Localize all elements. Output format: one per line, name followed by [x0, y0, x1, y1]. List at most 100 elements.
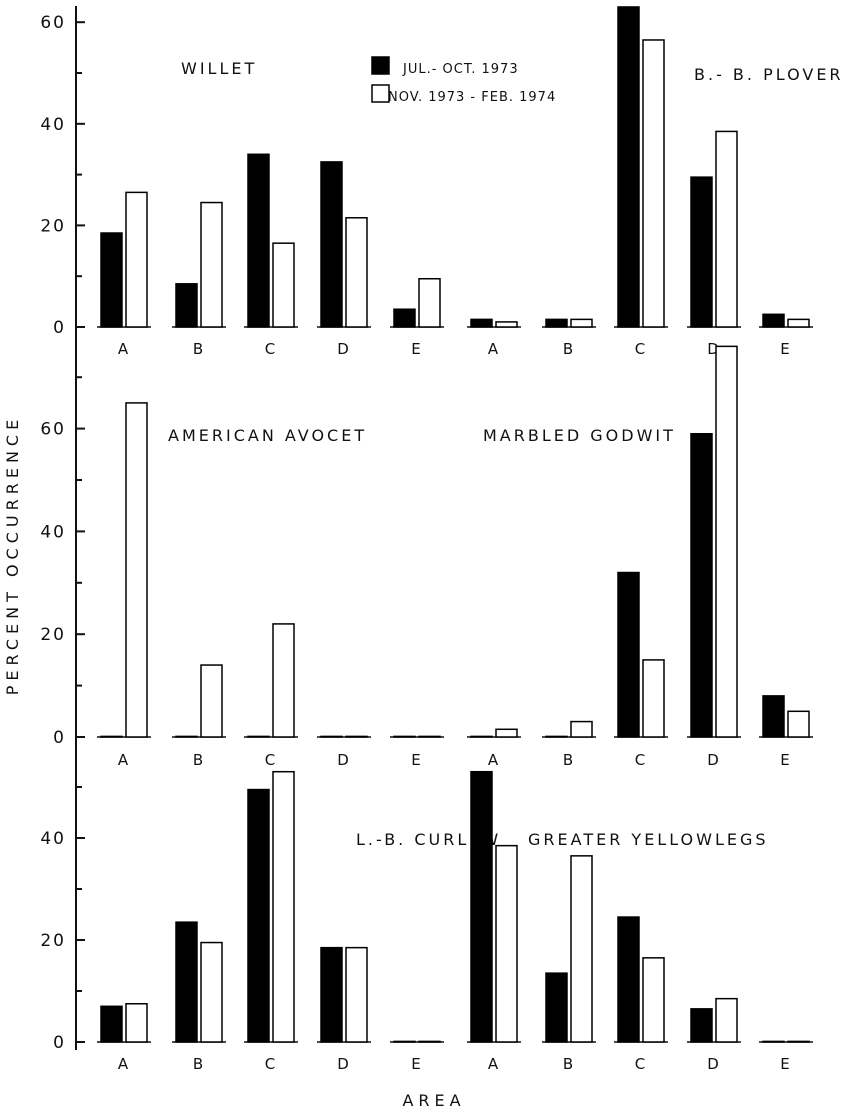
category-label-e: E: [780, 751, 791, 769]
bar-nov-1973-feb-1974-e: [418, 1040, 441, 1043]
category-label-e: E: [780, 340, 791, 358]
bar-jul-oct-1973-e: [393, 735, 416, 738]
bar-nov-1973-feb-1974-c: [642, 659, 665, 738]
category-label-d: D: [707, 340, 721, 358]
panel-title: WILLET: [181, 59, 257, 78]
category-label-c: C: [635, 1055, 647, 1073]
category-label-a: A: [488, 1055, 500, 1073]
category-label-a: A: [488, 751, 500, 769]
y-tick-label: 60: [40, 13, 66, 33]
bar-nov-1973-feb-1974-c: [272, 623, 295, 738]
panel-2-2: A B C D E MARBLED GODWIT: [467, 345, 813, 769]
category-label-b: B: [193, 1055, 205, 1073]
legend-label-jul: JUL.- OCT. 1973: [402, 62, 519, 77]
category-label-b: B: [563, 751, 575, 769]
bar-nov-1973-feb-1974-e: [418, 277, 441, 328]
y-tick-label: 20: [40, 216, 66, 236]
legend-swatch-nov: [371, 84, 390, 103]
category-label-d: D: [337, 1055, 351, 1073]
legend-label-nov: NOV. 1973 - FEB. 1974: [388, 90, 556, 105]
bar-jul-oct-1973-c: [247, 788, 270, 1043]
category-label-a: A: [118, 751, 130, 769]
panel-title: GREATER YELLOWLEGS: [528, 830, 769, 849]
category-label-b: B: [563, 1055, 575, 1073]
category-label-d: D: [707, 1055, 721, 1073]
bar-jul-oct-1973-d: [690, 1008, 713, 1043]
category-label-a: A: [118, 340, 130, 358]
bar-nov-1973-feb-1974-a: [125, 402, 148, 738]
bar-nov-1973-feb-1974-a: [125, 191, 148, 328]
bar-jul-oct-1973-d: [320, 161, 343, 328]
category-label-e: E: [780, 1055, 791, 1073]
bar-jul-oct-1973-e: [393, 1040, 416, 1043]
bar-nov-1973-feb-1974-b: [570, 318, 593, 328]
bar-jul-oct-1973-c: [247, 153, 270, 328]
category-label-b: B: [563, 340, 575, 358]
panel-title: B.- B. PLOVER: [694, 65, 844, 84]
bar-jul-oct-1973-c: [617, 6, 640, 328]
bar-nov-1973-feb-1974-b: [570, 855, 593, 1043]
y-tick-label: 0: [53, 1033, 66, 1053]
bar-jul-oct-1973-c: [247, 735, 270, 738]
bar-nov-1973-feb-1974-a: [125, 1003, 148, 1043]
bar-nov-1973-feb-1974-d: [715, 345, 738, 738]
panel-2-1: A B C D E AMERICAN AVOCET: [97, 402, 444, 769]
bar-jul-oct-1973-a: [100, 232, 123, 328]
bar-jul-oct-1973-a: [470, 318, 493, 328]
bar-nov-1973-feb-1974-d: [345, 946, 368, 1043]
y-tick-label: 20: [40, 931, 66, 951]
bar-jul-oct-1973-c: [617, 916, 640, 1043]
y-tick-label: 60: [40, 420, 66, 440]
bar-jul-oct-1973-e: [762, 313, 785, 328]
bar-jul-oct-1973-a: [470, 770, 493, 1043]
panel-title: L.-B. CURLEW: [356, 830, 501, 849]
panel-title: AMERICAN AVOCET: [168, 426, 367, 445]
category-label-c: C: [265, 751, 277, 769]
category-label-c: C: [265, 340, 277, 358]
panel-1-2: A B C D E B.- B. PLOVER: [467, 6, 844, 358]
category-label-c: C: [265, 1055, 277, 1073]
bar-nov-1973-feb-1974-e: [787, 710, 810, 738]
category-label-d: D: [337, 751, 351, 769]
bar-nov-1973-feb-1974-b: [200, 201, 223, 328]
bar-nov-1973-feb-1974-b: [200, 664, 223, 738]
bar-jul-oct-1973-b: [545, 318, 568, 328]
bar-jul-oct-1973-b: [175, 283, 198, 328]
bar-nov-1973-feb-1974-d: [345, 217, 368, 328]
bar-jul-oct-1973-a: [100, 735, 123, 738]
y-tick-label: 40: [40, 829, 66, 849]
chart-row-1: 0 20 40 60 A B C D E WILLET A B C D E B.- B. PLOVER: [40, 6, 844, 358]
panel-title: MARBLED GODWIT: [483, 426, 676, 445]
chart-row-2: 0 20 40 60 A B C D E AMERICAN AVOCET A B C D E MARBLED …: [40, 345, 813, 769]
bar-nov-1973-feb-1974-c: [642, 39, 665, 328]
bar-jul-oct-1973-d: [690, 176, 713, 328]
bar-nov-1973-feb-1974-e: [787, 1040, 810, 1043]
bar-nov-1973-feb-1974-a: [495, 321, 518, 328]
y-tick-label: 0: [53, 728, 66, 748]
category-label-d: D: [337, 340, 351, 358]
category-label-b: B: [193, 340, 205, 358]
bar-jul-oct-1973-b: [175, 735, 198, 738]
bar-nov-1973-feb-1974-e: [787, 318, 810, 328]
bar-jul-oct-1973-c: [617, 571, 640, 738]
bar-nov-1973-feb-1974-a: [495, 728, 518, 738]
bar-nov-1973-feb-1974-c: [272, 770, 295, 1043]
category-label-e: E: [411, 751, 422, 769]
category-label-c: C: [635, 340, 647, 358]
category-label-c: C: [635, 751, 647, 769]
bar-nov-1973-feb-1974-b: [200, 941, 223, 1043]
bar-jul-oct-1973-d: [320, 946, 343, 1043]
legend: JUL.- OCT. 1973 NOV. 1973 - FEB. 1974: [371, 56, 556, 105]
bar-jul-oct-1973-a: [470, 735, 493, 738]
panel-1-1: A B C D E WILLET: [97, 59, 444, 358]
bar-nov-1973-feb-1974-e: [418, 735, 441, 738]
y-axis-title: PERCENT OCCURRENCE: [3, 415, 22, 695]
y-tick-label: 20: [40, 625, 66, 645]
panel-3-2: A B C D E GREATER YELLOWLEGS: [467, 770, 813, 1073]
bar-jul-oct-1973-b: [175, 921, 198, 1043]
bar-jul-oct-1973-e: [762, 1040, 785, 1043]
bar-nov-1973-feb-1974-d: [715, 130, 738, 328]
bar-jul-oct-1973-a: [100, 1005, 123, 1043]
bar-nov-1973-feb-1974-a: [495, 844, 518, 1043]
bar-jul-oct-1973-b: [545, 972, 568, 1043]
